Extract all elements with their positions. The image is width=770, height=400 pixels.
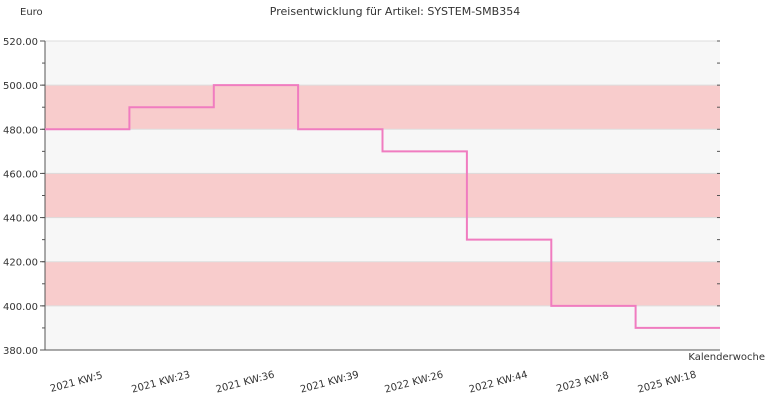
x-tick-label: 2023 KW:8 (555, 370, 610, 395)
y-tick-label: 520.00 (3, 37, 38, 48)
band-light (45, 41, 720, 86)
y-tick-label: 420.00 (3, 258, 38, 269)
y-tick-label: 400.00 (3, 302, 38, 313)
y-tick-label: 480.00 (3, 125, 38, 136)
x-axis-ticks: 2021 KW:5 2021 KW:23 2021 KW:36 2021 KW:39 2… (49, 369, 698, 395)
x-tick-label: 2022 KW:26 (384, 369, 445, 395)
gridlines (45, 40, 720, 351)
band-light (45, 217, 720, 262)
x-axis-label: Kalenderwoche (688, 352, 765, 363)
band-pink (45, 173, 720, 218)
x-tick-label: 2021 KW:23 (130, 369, 191, 395)
y-tick-label: 500.00 (3, 81, 38, 92)
band-pink (45, 261, 720, 306)
y-tick-label: 440.00 (3, 214, 38, 225)
background-bands (45, 41, 720, 350)
x-tick-label: 2025 KW:18 (637, 369, 698, 395)
band-light (45, 305, 720, 350)
y-axis-ticks: 380.00 400.00 420.00 440.00 460.00 480.00 500.… (3, 37, 720, 357)
x-tick-label: 2022 KW:44 (468, 369, 529, 395)
price-step-line (45, 84, 720, 329)
x-tick-label: 2021 KW:39 (299, 369, 360, 395)
series-layer (45, 84, 720, 329)
chart-title: Preisentwicklung für Artikel: SYSTEM-SMB… (270, 5, 520, 18)
y-tick-label: 460.00 (3, 169, 38, 180)
y-axis-label: Euro (20, 7, 43, 18)
y-tick-label: 380.00 (3, 346, 38, 357)
x-tick-label: 2021 KW:36 (215, 369, 276, 395)
x-tick-label: 2021 KW:5 (49, 370, 104, 395)
